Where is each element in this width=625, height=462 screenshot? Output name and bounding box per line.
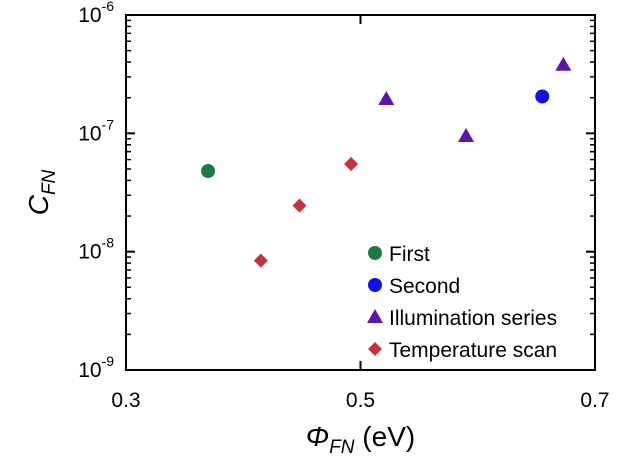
- y-tick-base: 10: [78, 4, 101, 27]
- y-tick-exponent: -9: [102, 353, 115, 369]
- y-tick-label: 10-7: [78, 116, 114, 145]
- y-tick-base: 10: [78, 122, 101, 145]
- y-tick-exponent: -8: [102, 235, 115, 251]
- x-axis-subscript: FN: [329, 437, 355, 457]
- data-point-illumination-series: [458, 127, 475, 142]
- data-point-temperature-scan: [344, 157, 359, 172]
- legend-marker-first: [368, 246, 382, 260]
- x-tick-label: 0.7: [580, 389, 609, 412]
- y-tick-label: 10-9: [78, 353, 114, 382]
- x-axis-unit: (eV): [355, 421, 416, 452]
- x-axis-title: ΦFN (eV): [306, 421, 415, 457]
- y-axis-subscript: FN: [39, 169, 60, 195]
- data-point-temperature-scan: [253, 253, 268, 268]
- x-tick-label: 0.5: [346, 389, 375, 412]
- data-point-second: [535, 89, 550, 104]
- y-tick-exponent: -6: [102, 0, 115, 14]
- y-tick-base: 10: [78, 359, 101, 382]
- legend-label-temperature-scan: Temperature scan: [389, 339, 557, 362]
- x-tick-label: 0.3: [111, 389, 140, 412]
- y-tick-exponent: -7: [102, 116, 115, 132]
- legend-label-first: First: [389, 243, 430, 266]
- legend-label-second: Second: [389, 275, 460, 298]
- y-tick-label: 10-6: [78, 0, 114, 27]
- data-point-illumination-series: [378, 91, 395, 106]
- legend-marker-second: [368, 278, 382, 292]
- y-tick-label: 10-8: [78, 235, 114, 264]
- legend-marker-temperature-scan: [368, 342, 382, 356]
- data-point-first: [201, 164, 216, 179]
- data-point-illumination-series: [555, 56, 572, 71]
- legend-label-illumination-series: Illumination series: [389, 307, 557, 330]
- data-markers: [201, 56, 572, 268]
- y-axis-symbol: C: [23, 194, 54, 215]
- y-tick-base: 10: [78, 241, 101, 264]
- y-axis-title: CFN: [23, 169, 60, 215]
- data-point-temperature-scan: [292, 198, 307, 213]
- legend: First Second Illumination series Temperatur…: [367, 243, 557, 362]
- x-axis-symbol: Φ: [306, 421, 329, 452]
- legend-marker-illumination-series: [367, 309, 383, 323]
